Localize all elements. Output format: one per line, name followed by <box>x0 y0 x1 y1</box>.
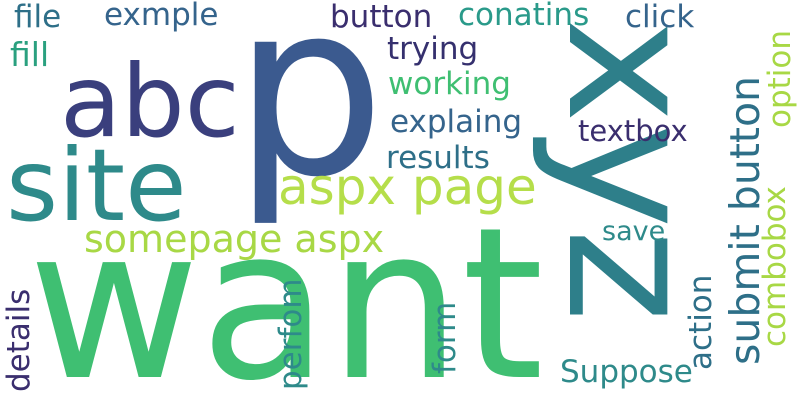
word-details: details <box>1 288 37 392</box>
word-save: save <box>602 216 666 247</box>
word-suppose: Suppose <box>560 354 693 390</box>
word-trying: trying <box>387 31 479 67</box>
word-site: site <box>6 127 187 244</box>
word-combobox: combobox <box>757 186 793 347</box>
word-exmple: exmple <box>104 0 219 33</box>
word-p: p <box>233 0 386 230</box>
word-working: working <box>388 66 511 102</box>
word-abc: abc <box>60 43 240 160</box>
word-option: option <box>762 29 798 128</box>
word-form: form <box>427 301 463 374</box>
word-click: click <box>625 0 695 35</box>
word-want: want <box>28 182 544 400</box>
word-results: results <box>386 140 490 176</box>
word-explaing: explaing <box>390 104 523 140</box>
word-fill: fill <box>10 35 50 74</box>
word-perfom: perfom <box>273 278 309 390</box>
word-textbox: textbox <box>578 114 688 148</box>
word-file: file <box>14 0 62 35</box>
word-conatins: conatins <box>458 0 590 33</box>
word-button: button <box>330 0 433 35</box>
word-aspx-page: aspx page <box>278 158 537 216</box>
word-somepage-aspx: somepage aspx <box>84 217 385 261</box>
